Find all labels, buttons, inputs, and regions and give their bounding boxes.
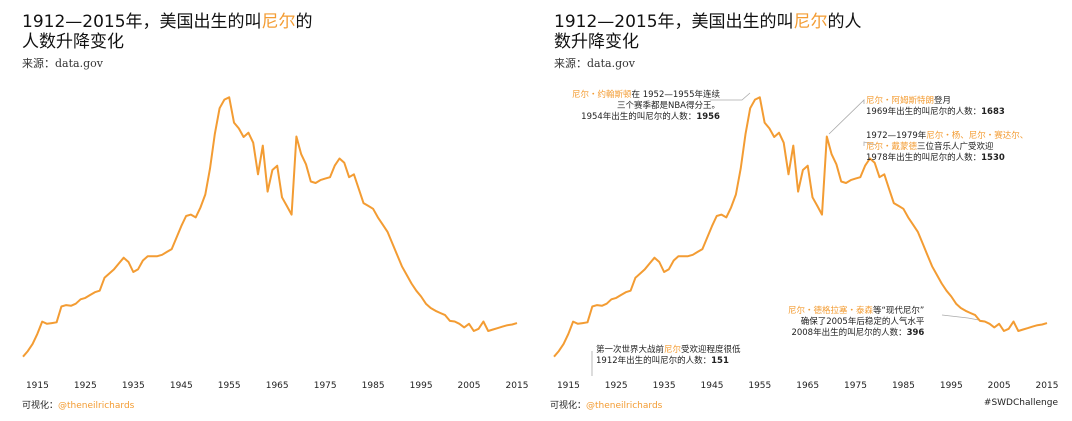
annotation-text: 1954年出生的叫尼尔的人数： [581,112,697,122]
annotation-leader-line [863,141,877,146]
annotation-value: 1683 [981,107,1005,117]
hashtag: #SWDChallenge [983,398,1058,408]
annotation-text: 第一次世界大战前 [596,345,665,355]
title-highlight: 尼尔 [261,12,296,32]
title-part: 的 [295,12,313,32]
x-tick-label: 1975 [314,381,337,391]
x-tick-label: 1915 [26,381,49,391]
title-part: 人数升降变化 [22,32,124,52]
x-tick-label: 1955 [748,381,771,391]
title-part: 的人 [827,12,862,32]
x-tick-label: 1925 [605,381,628,391]
x-tick-label: 1955 [218,381,241,391]
credit-label: 可视化： [550,401,587,411]
annotation-text: 1912年出生的叫尼尔的人数： [596,356,712,366]
x-tick-label: 1945 [170,381,193,391]
credit: 可视化：@theneilrichards [550,398,662,411]
x-tick-label: 1975 [844,381,867,391]
annotation-name: 尼尔・阿姆斯特朗 [866,96,935,106]
x-tick-label: 1935 [653,381,676,391]
annotation-musicians: 1972—1979年尼尔・杨、尼尔・赛达尔、 尼尔・戴蒙德三位音乐人广受欢迎 1… [866,131,1028,164]
annotation-tyson: 尼尔・德格拉塞・泰森等“现代尼尔” 确保了2005年后稳定的人气水平 2008年… [788,306,924,339]
annotation-armstrong: 尼尔・阿姆斯特朗登月 1969年出生的叫尼尔的人数：1683 [866,96,1005,118]
x-tick-label: 1935 [122,381,145,391]
annotation-text: 三个赛季都是NBA得分王。 [616,101,720,111]
annotation-text: 2008年出生的叫尼尔的人数： [791,328,907,338]
source-label: 来源：data.gov [22,57,103,70]
series-line [22,96,518,358]
title-part: 1912—2015年，美国出生的叫 [554,12,794,32]
annotation-text: 三位音乐人广受欢迎 [917,142,994,152]
annotation-leader-line [828,99,865,135]
annotation-value: 1956 [696,112,720,122]
x-tick-label: 2015 [506,381,529,391]
line-chart-left: 1915 1925 1935 1945 1955 1965 1975 1985 1995 2005… [22,96,529,391]
title-highlight: 尼尔 [793,12,828,32]
x-tick-label: 2015 [1036,381,1059,391]
credit: 可视化：@theneilrichards [22,398,134,411]
annotation-text: 登月 [934,96,952,106]
annotation-text: 在 1952—1955年连续 [631,90,720,100]
annotation-johnston: 尼尔・约翰斯顿在 1952—1955年连续 三个赛季都是NBA得分王。 1954… [572,90,720,123]
title-part: 1912—2015年，美国出生的叫 [22,12,262,32]
left-chart-panel: 1912—2015年，美国出生的叫尼尔的 人数升降变化 来源：data.gov … [22,12,529,411]
annotation-text: 确保了2005年后稳定的人气水平 [800,317,925,327]
source-label: 来源：data.gov [554,57,635,70]
credit-handle: @theneilrichards [58,401,135,411]
title-part: 数升降变化 [554,32,639,52]
chart-title: 1912—2015年，美国出生的叫尼尔的人 数升降变化 [554,12,862,52]
x-tick-label: 1995 [940,381,963,391]
x-tick-label: 2005 [988,381,1011,391]
annotation-text: 1969年出生的叫尼尔的人数： [866,107,982,117]
annotation-value: 396 [906,328,925,338]
x-tick-label: 1965 [266,381,289,391]
annotation-leader-line [710,92,751,101]
annotation-name: 尼尔・戴蒙德 [866,142,918,152]
annotation-name: 尼尔・德格拉塞・泰森 [788,306,874,316]
x-tick-label: 1915 [557,381,580,391]
annotation-wwi: 第一次世界大战前尼尔受欢迎程度很低 1912年出生的叫尼尔的人数：151 [596,345,741,367]
annotation-text: 1972—1979年 [866,131,927,141]
x-tick-label: 2005 [458,381,481,391]
annotation-text: 受欢迎程度很低 [681,345,741,355]
series-line [553,96,1048,358]
annotation-text: 1978年出生的叫尼尔的人数： [866,153,982,163]
x-tick-label: 1985 [362,381,385,391]
annotation-name: 尼尔・杨、尼尔・赛达尔、 [926,131,1029,141]
x-tick-label: 1925 [74,381,97,391]
annotation-name: 尼尔・约翰斯顿 [572,90,632,100]
right-chart-panel: 1912—2015年，美国出生的叫尼尔的人 数升降变化 来源：data.gov … [532,0,1072,421]
x-tick-label: 1945 [701,381,724,391]
line-chart-right: 1915 1925 1935 1945 1955 1965 1975 1985 1995 2005… [553,92,1059,391]
annotation-name: 尼尔 [664,345,682,355]
annotation-text: 等“现代尼尔” [873,306,925,316]
credit-handle: @theneilrichards [586,401,663,411]
annotation-value: 1530 [981,153,1005,163]
x-tick-label: 1995 [410,381,433,391]
credit-label: 可视化： [22,401,59,411]
annotation-value: 151 [711,356,729,366]
x-tick-label: 1985 [892,381,915,391]
chart-title: 1912—2015年，美国出生的叫尼尔的 人数升降变化 [22,12,313,52]
x-tick-label: 1965 [796,381,819,391]
